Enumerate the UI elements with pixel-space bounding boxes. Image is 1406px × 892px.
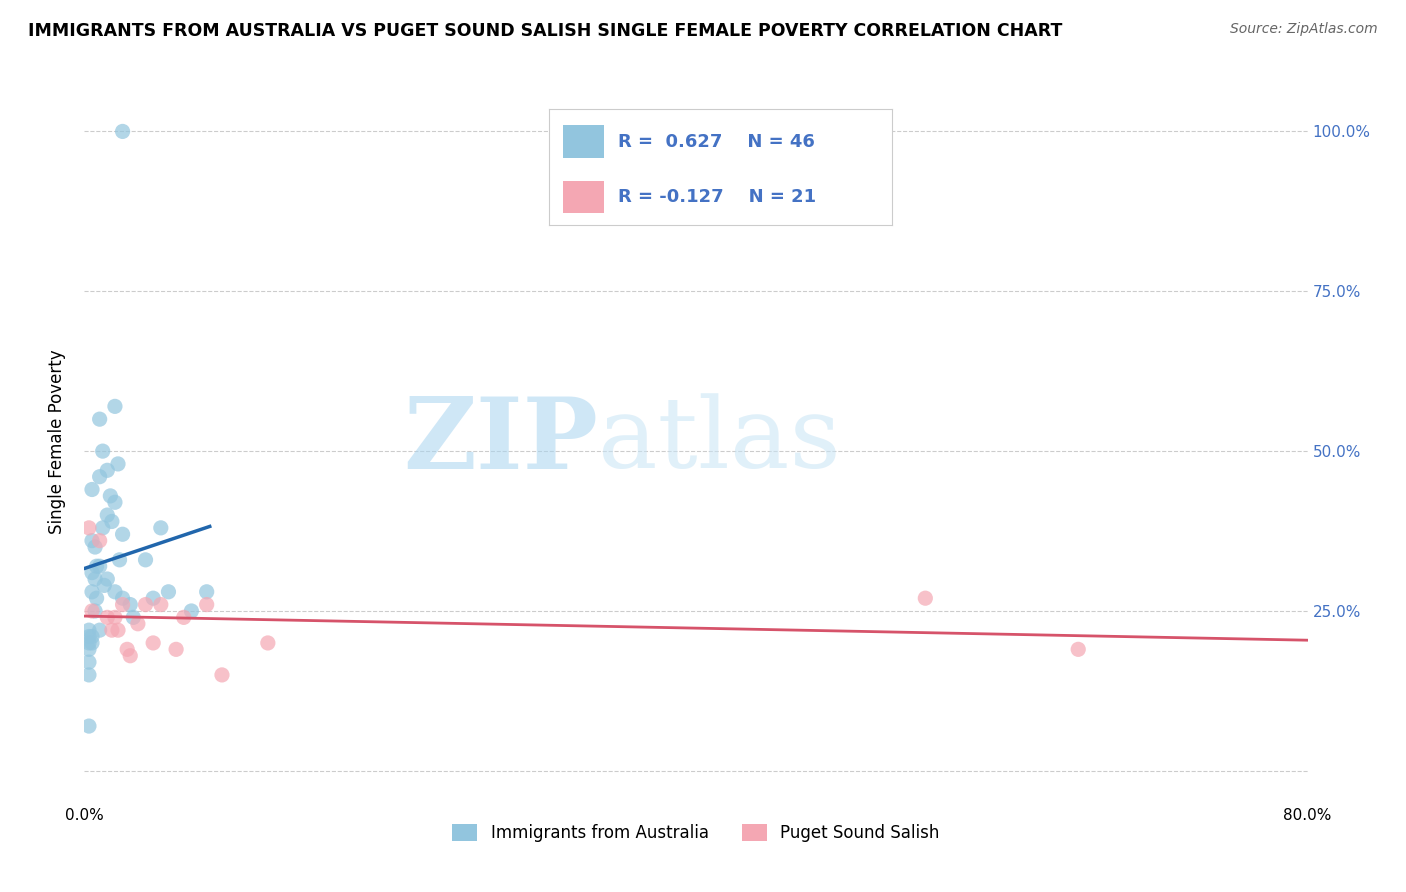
Point [101, 623, 124, 637]
Point [77, 630, 100, 644]
Point [98, 489, 121, 503]
Point [173, 610, 195, 624]
Point [142, 591, 165, 606]
Point [107, 623, 129, 637]
Point [96, 610, 118, 624]
Point [86, 559, 108, 574]
Point [914, 591, 936, 606]
Point [80, 604, 103, 618]
Point [77, 719, 100, 733]
Point [104, 610, 127, 624]
Point [77, 623, 100, 637]
Point [111, 527, 134, 541]
Point [80, 566, 103, 580]
Point [80, 483, 103, 497]
Point [91, 444, 114, 458]
Point [84, 572, 107, 586]
Point [77, 636, 100, 650]
Point [77, 521, 100, 535]
Point [157, 584, 180, 599]
Point [165, 642, 187, 657]
Point [80, 636, 103, 650]
Point [108, 553, 131, 567]
Point [104, 400, 127, 414]
Point [104, 584, 127, 599]
Point [111, 598, 134, 612]
Point [84, 604, 107, 618]
Point [80, 533, 103, 548]
Text: atlas: atlas [598, 393, 841, 490]
Point [149, 521, 172, 535]
Point [149, 598, 172, 612]
Point [120, 648, 142, 663]
Text: ZIP: ZIP [404, 393, 598, 490]
Point [89, 412, 111, 426]
Point [93, 578, 115, 592]
Point [257, 636, 280, 650]
Point [77, 668, 100, 682]
Point [195, 598, 218, 612]
Point [111, 124, 134, 138]
Legend: Immigrants from Australia, Puget Sound Salish: Immigrants from Australia, Puget Sound S… [446, 817, 946, 848]
Point [77, 655, 100, 669]
Point [135, 553, 157, 567]
Point [101, 515, 124, 529]
Point [89, 469, 111, 483]
Y-axis label: Single Female Poverty: Single Female Poverty [48, 350, 66, 533]
Point [86, 591, 108, 606]
Point [89, 533, 111, 548]
Point [1067, 642, 1090, 657]
Point [89, 559, 111, 574]
Point [211, 668, 233, 682]
Point [77, 642, 100, 657]
Point [96, 572, 118, 586]
Point [195, 584, 218, 599]
Point [111, 591, 134, 606]
Point [80, 584, 103, 599]
Point [104, 495, 127, 509]
Text: Source: ZipAtlas.com: Source: ZipAtlas.com [1230, 22, 1378, 37]
Point [96, 463, 118, 477]
Point [89, 623, 111, 637]
Point [120, 598, 142, 612]
Point [122, 610, 145, 624]
Point [127, 616, 149, 631]
Point [107, 457, 129, 471]
Text: IMMIGRANTS FROM AUSTRALIA VS PUGET SOUND SALISH SINGLE FEMALE POVERTY CORRELATIO: IMMIGRANTS FROM AUSTRALIA VS PUGET SOUND… [28, 22, 1063, 40]
Point [115, 642, 138, 657]
Point [96, 508, 118, 522]
Point [91, 521, 114, 535]
Point [135, 598, 157, 612]
Point [180, 604, 202, 618]
Point [80, 630, 103, 644]
Point [142, 636, 165, 650]
Point [84, 540, 107, 554]
